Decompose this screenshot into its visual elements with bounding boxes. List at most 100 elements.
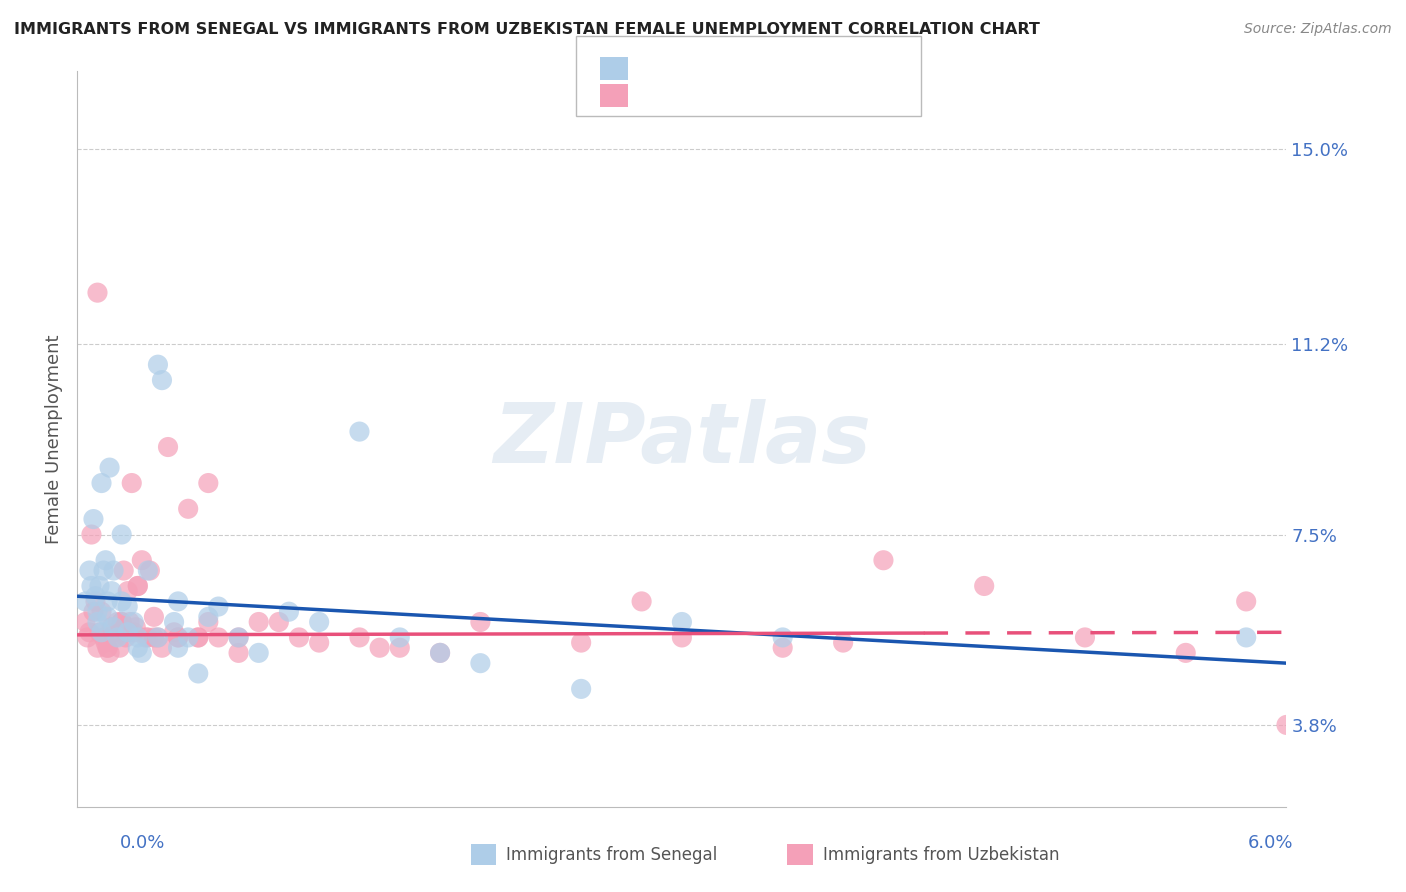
Point (96, 640, 118, 655)
Point (142, 631, 165, 645)
Point (569, 635, 592, 649)
Point (131, 553, 153, 567)
Point (117, 625, 139, 640)
Point (247, 646, 270, 660)
Point (76, 631, 98, 645)
Point (112, 564, 135, 578)
Point (197, 615, 219, 629)
Point (111, 615, 134, 629)
Point (150, 373, 173, 387)
Point (118, 615, 141, 629)
Point (96, 610, 118, 624)
Point (163, 615, 186, 629)
Point (75, 594, 97, 608)
Point (228, 631, 250, 645)
Point (197, 610, 219, 624)
Point (388, 640, 411, 655)
Point (104, 631, 127, 645)
Point (470, 656, 492, 670)
Text: -0.065: -0.065 (669, 59, 738, 78)
Point (872, 553, 894, 567)
Point (429, 646, 451, 660)
Point (187, 631, 209, 645)
Point (94, 635, 117, 649)
Point (167, 631, 190, 645)
Point (349, 631, 371, 645)
Point (100, 584, 122, 599)
Point (107, 631, 129, 645)
Point (80, 527, 103, 541)
Point (228, 646, 250, 660)
Point (177, 501, 200, 516)
Point (228, 631, 250, 645)
Point (136, 631, 159, 645)
Point (127, 640, 149, 655)
Point (470, 615, 492, 629)
Point (1275, 718, 1298, 732)
Point (973, 579, 995, 593)
Point (142, 610, 165, 624)
Point (96, 594, 118, 608)
Point (1234, 631, 1257, 645)
Text: R =: R = (637, 87, 676, 104)
Point (167, 640, 190, 655)
Point (82, 605, 104, 619)
Point (89, 625, 111, 640)
Point (278, 605, 301, 619)
Text: 6.0%: 6.0% (1249, 834, 1294, 852)
Point (90, 625, 112, 640)
Point (1234, 594, 1257, 608)
Point (187, 631, 209, 645)
Text: 0.0%: 0.0% (120, 834, 165, 852)
Point (1074, 631, 1097, 645)
Point (108, 640, 131, 655)
Point (90, 476, 112, 491)
Point (267, 615, 290, 629)
Y-axis label: Female Unemployment: Female Unemployment (45, 334, 63, 544)
Point (93, 564, 115, 578)
Text: 50: 50 (780, 59, 807, 78)
Point (117, 584, 139, 599)
Point (86, 615, 108, 629)
Point (107, 615, 129, 629)
Point (308, 615, 330, 629)
Point (167, 631, 190, 645)
Point (136, 564, 159, 578)
Point (247, 615, 270, 629)
Point (127, 579, 149, 593)
Point (100, 620, 122, 634)
Point (84, 589, 107, 603)
Point (150, 640, 173, 655)
Point (146, 631, 169, 645)
Point (122, 615, 145, 629)
Point (117, 599, 139, 614)
Point (167, 594, 190, 608)
Point (1174, 646, 1197, 660)
Point (111, 527, 134, 541)
Text: Source: ZipAtlas.com: Source: ZipAtlas.com (1244, 22, 1392, 37)
Point (207, 599, 229, 614)
Point (308, 635, 330, 649)
Point (98, 460, 121, 475)
Point (103, 564, 125, 578)
Point (90, 605, 112, 619)
Point (84, 594, 107, 608)
Point (127, 631, 149, 645)
Point (146, 631, 169, 645)
Point (80, 579, 103, 593)
Point (197, 476, 219, 491)
Point (177, 631, 200, 645)
Point (79, 564, 101, 578)
Point (349, 425, 371, 439)
Point (96, 640, 118, 655)
Point (93, 631, 115, 645)
Point (429, 646, 451, 660)
Text: 72: 72 (780, 87, 807, 105)
Point (82, 512, 104, 526)
Point (135, 631, 157, 645)
Text: R =: R = (637, 60, 676, 78)
Point (671, 631, 693, 645)
Point (94, 553, 117, 567)
Text: N =: N = (738, 87, 790, 104)
Point (89, 579, 111, 593)
